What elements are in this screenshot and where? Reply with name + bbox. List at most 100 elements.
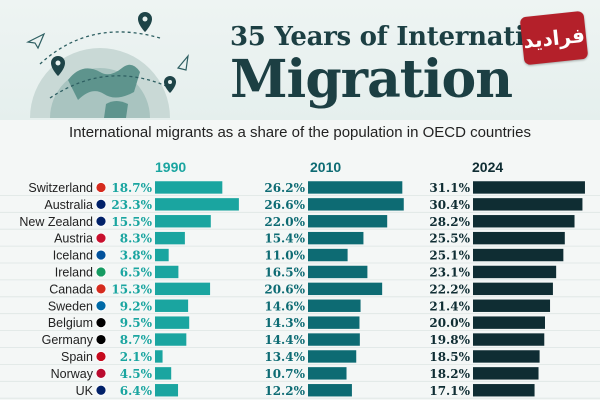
bar-1990-uk [155,384,179,397]
bar-2010-uk [308,384,352,397]
data-label-2024: 31.1% [429,181,470,195]
bar-2010-canada [308,282,383,296]
bar-1990-iceland [155,248,169,262]
data-label-2024: 19.8% [429,333,470,347]
bar-2010-australia [308,198,404,211]
data-label-1990: 2.1% [120,350,153,364]
switzerland-flag-icon [95,182,107,193]
sweden-flag-icon [95,300,107,312]
header-band: 35 Years of International Migration فراد… [0,0,600,120]
country-label: Canada [49,282,93,296]
year-header-2010: 2010 [310,159,342,175]
austria-flag-icon [95,232,107,244]
bar-2024-canada [473,282,553,296]
bar-2024-new-zealand [473,215,575,228]
bar-2024-australia [473,198,583,211]
data-label-1990: 9.5% [120,316,153,330]
bar-1990-austria [155,231,185,245]
belgium-flag-icon [95,317,107,329]
country-label: New Zealand [19,215,93,229]
data-label-2010: 15.4% [264,232,305,246]
country-label: Switzerland [28,181,93,195]
country-label: Iceland [53,249,93,263]
bar-1990-switzerland [155,181,223,194]
data-label-1990: 8.7% [120,333,153,347]
bar-2010-new-zealand [308,215,388,228]
bar-2010-sweden [308,299,361,312]
map-pin-icon [51,12,176,93]
data-label-1990: 9.2% [120,299,153,313]
data-label-1990: 15.5% [111,215,152,229]
data-label-2024: 18.5% [429,350,470,364]
bar-1990-norway [155,367,172,380]
bar-2024-austria [473,231,565,245]
paper-plane-icon [26,32,189,71]
bar-2010-norway [308,367,347,380]
bar-1990-sweden [155,299,189,312]
bar-2024-norway [473,367,539,380]
bar-2024-sweden [473,299,551,312]
data-label-2010: 26.6% [264,198,305,212]
bar-2010-iceland [308,248,348,262]
bar-2024-ireland [473,265,557,279]
data-label-2010: 16.5% [264,265,305,279]
data-label-2024: 22.2% [429,282,470,296]
country-label: Sweden [48,299,93,313]
country-label: Belgium [48,316,93,330]
data-label-2010: 10.7% [264,367,305,381]
spain-flag-icon [95,351,107,362]
year-header-1990: 1990 [155,159,187,175]
chart-subtitle: International migrants as a share of the… [69,124,531,141]
data-label-2024: 30.4% [429,198,470,212]
bar-2010-spain [308,350,357,363]
canada-flag-icon [95,283,107,295]
data-label-2010: 11.0% [264,249,305,263]
bar-2010-austria [308,231,364,245]
data-label-1990: 4.5% [120,367,153,381]
data-label-2024: 21.4% [429,299,470,313]
data-label-2024: 17.1% [429,384,470,398]
ireland-flag-icon [95,266,107,278]
bar-1990-new-zealand [155,215,211,228]
data-label-1990: 18.7% [111,181,152,195]
bar-1990-spain [155,350,163,363]
data-label-2010: 14.4% [264,333,305,347]
data-label-2010: 14.6% [264,299,305,313]
bar-2024-uk [473,384,535,397]
data-label-2010: 12.2% [264,384,305,398]
country-label: Germany [42,333,94,347]
bar-2010-belgium [308,316,360,329]
bar-2010-germany [308,333,360,346]
country-label: UK [76,384,94,398]
bar-2010-ireland [308,265,368,279]
data-label-2010: 22.0% [264,215,305,229]
country-label: Australia [44,198,93,212]
data-label-1990: 3.8% [120,249,153,263]
uk-flag-icon [95,384,107,396]
bar-2024-iceland [473,248,564,262]
publisher-logo: فرادید [519,10,589,66]
bar-1990-canada [155,282,211,296]
title-line-2: Migration [230,49,513,110]
bar-2024-germany [473,333,545,346]
norway-flag-icon [95,367,107,379]
bar-2024-belgium [473,316,545,329]
iceland-flag-icon [95,249,107,261]
country-label: Norway [51,367,94,381]
data-label-2024: 23.1% [429,265,470,279]
data-label-2024: 20.0% [429,316,470,330]
country-label: Austria [54,232,93,246]
data-label-2024: 18.2% [429,367,470,381]
bar-2024-switzerland [473,181,585,194]
data-label-1990: 6.4% [120,384,153,398]
data-label-1990: 15.3% [111,282,152,296]
data-label-2010: 13.4% [264,350,305,364]
bar-1990-australia [155,198,239,211]
bar-2010-switzerland [308,181,403,194]
data-label-1990: 23.3% [111,198,152,212]
data-label-2010: 26.2% [264,181,305,195]
germany-flag-icon [95,334,107,345]
year-header-2024: 2024 [472,159,504,175]
globe-illustration-icon [26,12,189,118]
data-label-1990: 8.3% [120,232,153,246]
